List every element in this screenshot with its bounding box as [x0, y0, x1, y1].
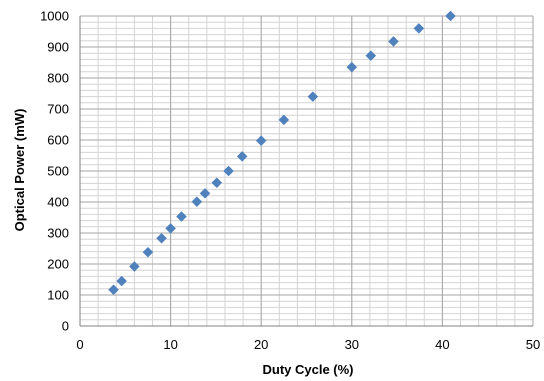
data-point — [116, 275, 128, 287]
x-tick-label: 40 — [435, 337, 449, 352]
y-tick-label: 700 — [47, 102, 69, 117]
data-point — [165, 222, 176, 234]
y-tick-label: 500 — [47, 164, 69, 179]
data-point — [223, 165, 234, 177]
y-tick-label: 100 — [47, 288, 69, 303]
y-axis-title: Optical Power (mW) — [12, 109, 27, 232]
y-tick-label: 400 — [47, 195, 69, 210]
x-tick-label: 50 — [526, 337, 540, 352]
data-point — [108, 284, 119, 296]
data-point — [307, 91, 319, 102]
y-tick-label: 600 — [47, 133, 69, 148]
data-point — [365, 50, 377, 62]
x-tick-label: 20 — [254, 337, 268, 352]
x-tick-labels: 0 10 20 30 40 50 — [76, 337, 540, 352]
x-tick-label: 0 — [76, 337, 83, 352]
data-point — [176, 211, 187, 222]
data-point — [142, 246, 154, 258]
x-axis-title: Duty Cycle (%) — [262, 362, 353, 377]
data-point — [211, 177, 223, 189]
axes — [79, 16, 533, 327]
data-point — [255, 135, 267, 146]
y-tick-label: 300 — [47, 226, 69, 241]
y-tick-labels: 0 100 200 300 400 500 600 700 800 900 1000 — [40, 9, 69, 334]
data-point — [413, 23, 425, 34]
data-point — [191, 196, 203, 208]
data-point — [278, 114, 290, 126]
data-point — [156, 232, 167, 244]
data-point — [236, 151, 248, 162]
data-points — [108, 10, 456, 296]
x-tick-label: 10 — [163, 337, 177, 352]
y-tick-label: 0 — [62, 319, 69, 334]
y-tick-label: 800 — [47, 71, 69, 86]
y-tick-label: 200 — [47, 257, 69, 272]
data-point — [129, 261, 140, 272]
major-grid — [79, 15, 534, 327]
data-point — [199, 187, 211, 199]
data-point — [388, 36, 399, 47]
y-tick-label: 900 — [47, 40, 69, 55]
data-point — [346, 61, 358, 73]
x-tick-label: 30 — [345, 337, 359, 352]
data-point — [445, 10, 456, 22]
y-tick-label: 1000 — [40, 9, 69, 24]
